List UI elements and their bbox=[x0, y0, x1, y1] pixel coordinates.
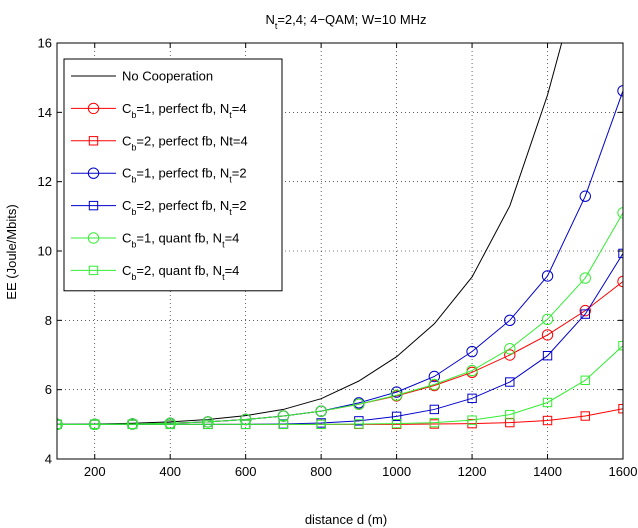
x-tick-label: 800 bbox=[310, 464, 332, 479]
data-point bbox=[354, 419, 364, 429]
x-tick-label: 400 bbox=[159, 464, 181, 479]
y-axis-label: EE (Joule/Mbits) bbox=[4, 204, 19, 299]
data-point bbox=[505, 409, 515, 420]
legend-entry: Cb=1, quant fb, Nt=4 bbox=[71, 231, 239, 250]
series-line bbox=[57, 43, 563, 425]
data-point bbox=[467, 393, 477, 404]
data-point bbox=[579, 304, 591, 317]
data-point bbox=[391, 418, 402, 429]
legend-entry: Cb=2, perfect fb, Nt=4 bbox=[71, 133, 248, 152]
data-point bbox=[202, 416, 214, 428]
x-tick-label: 1200 bbox=[458, 464, 487, 479]
data-point bbox=[579, 272, 591, 284]
data-point bbox=[542, 397, 553, 408]
data-point bbox=[467, 415, 477, 425]
series-1 bbox=[57, 43, 563, 425]
y-tick-label: 12 bbox=[38, 174, 52, 189]
legend-label: No Cooperation bbox=[122, 69, 213, 84]
legend-marker bbox=[88, 265, 99, 276]
y-tick-label: 14 bbox=[38, 105, 52, 120]
legend-entry: Cb=1, perfect fb, Nt=2 bbox=[71, 166, 247, 185]
data-point bbox=[466, 364, 478, 377]
x-axis-label: distance d (m) bbox=[305, 512, 387, 527]
y-tick-label: 6 bbox=[45, 382, 52, 397]
data-point bbox=[542, 350, 553, 361]
series-line bbox=[57, 281, 623, 425]
series-line bbox=[57, 212, 623, 425]
series-layer bbox=[57, 43, 623, 431]
legend-marker bbox=[87, 232, 100, 244]
data-point bbox=[390, 386, 403, 398]
data-point bbox=[428, 378, 441, 391]
x-tick-label: 1000 bbox=[382, 464, 411, 479]
data-point bbox=[203, 419, 213, 430]
data-point bbox=[278, 419, 289, 430]
legend: No Cooperation Cb=1, perfect fb, Nt=4 Cb=2… bbox=[63, 58, 283, 292]
x-tick-label: 200 bbox=[84, 464, 106, 479]
data-point bbox=[57, 419, 62, 430]
data-point bbox=[580, 411, 590, 421]
y-tick-label: 10 bbox=[38, 244, 52, 259]
data-point bbox=[466, 345, 478, 358]
series-7 bbox=[57, 340, 623, 430]
data-point bbox=[315, 405, 327, 417]
legend-marker bbox=[88, 200, 99, 211]
y-tick-label: 4 bbox=[45, 452, 52, 467]
data-point bbox=[429, 417, 440, 428]
legend-marker bbox=[88, 136, 99, 146]
data-point bbox=[390, 389, 403, 401]
legend-label: Cb=1, quant fb, Nt=4 bbox=[122, 231, 239, 250]
data-point bbox=[429, 404, 440, 415]
data-point bbox=[580, 375, 590, 386]
data-point bbox=[505, 377, 515, 387]
legend-label: Cb=1, perfect fb, Nt=4 bbox=[122, 101, 247, 120]
data-point bbox=[127, 419, 138, 430]
legend-label: Cb=2, perfect fb, Nt=2 bbox=[122, 198, 247, 217]
legend-marker bbox=[87, 102, 100, 115]
legend-label: Cb=2, perfect fb, Nt=4 bbox=[122, 133, 248, 152]
legend-label: Cb=1, perfect fb, Nt=2 bbox=[122, 166, 247, 185]
legend-marker bbox=[87, 167, 100, 179]
y-tick-label: 8 bbox=[45, 313, 52, 328]
series-6 bbox=[57, 207, 623, 431]
data-point bbox=[580, 309, 590, 319]
data-point bbox=[165, 419, 175, 430]
data-point bbox=[316, 419, 326, 430]
y-tick-label: 16 bbox=[38, 36, 52, 51]
data-point bbox=[541, 329, 554, 341]
chart-title: Nt=2,4; 4−QAM; W=10 MHz bbox=[265, 12, 426, 31]
x-tick-label: 1400 bbox=[533, 464, 562, 479]
legend-entry: Cb=2, quant fb, Nt=4 bbox=[71, 263, 239, 282]
data-point bbox=[542, 415, 553, 426]
legend-entry: No Cooperation bbox=[71, 69, 213, 84]
data-point bbox=[504, 314, 516, 327]
data-point bbox=[504, 349, 516, 361]
x-tick-label: 1600 bbox=[609, 464, 638, 479]
data-point bbox=[277, 410, 290, 422]
data-point bbox=[353, 398, 365, 410]
x-tick-label: 600 bbox=[235, 464, 257, 479]
data-point bbox=[541, 270, 554, 282]
axis-ticks: 200 400 600 800 1000 1200 1400 1600 4 6 8 10 12 14 16 bbox=[38, 36, 638, 480]
data-point bbox=[504, 343, 516, 355]
data-point bbox=[90, 419, 100, 430]
data-point bbox=[541, 313, 554, 325]
legend-label: Cb=2, quant fb, Nt=4 bbox=[122, 263, 239, 282]
data-point bbox=[579, 190, 591, 202]
data-point bbox=[428, 370, 441, 383]
data-point bbox=[391, 411, 402, 422]
legend-box bbox=[63, 58, 283, 292]
data-point bbox=[240, 419, 251, 430]
legend-entry: Cb=2, perfect fb, Nt=2 bbox=[71, 198, 247, 217]
legend-entry: Cb=1, perfect fb, Nt=4 bbox=[71, 101, 247, 120]
series-line bbox=[57, 345, 623, 425]
